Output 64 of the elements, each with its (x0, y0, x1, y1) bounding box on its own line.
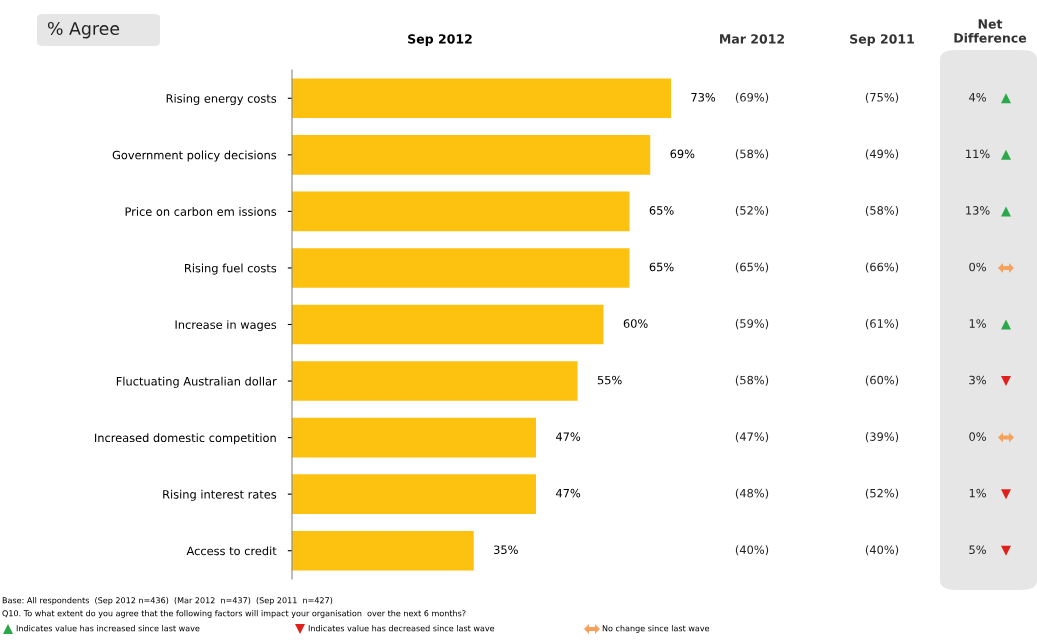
text: % Agree (47, 21, 120, 39)
text: Mar 2012 (720, 34, 784, 44)
text: (48%) (735, 488, 769, 499)
y-tick-label: Price on carbon em issions (125, 207, 277, 216)
text: (75%) (865, 92, 899, 103)
text: 1% (969, 488, 986, 498)
text: Base: All respondents (Sep 2012 n=436) (Mar 2012 n=437) (Sep 2011 n=427) (2, 597, 333, 605)
text: 3% (969, 375, 986, 385)
text: 0% (969, 262, 986, 272)
data-label: 35% (494, 545, 518, 555)
y-tick-label: Rising fuel costs (185, 263, 277, 275)
text: (61%) (865, 319, 899, 330)
text: 13% (966, 206, 990, 215)
text: (52%) (735, 205, 769, 217)
text: (69%) (735, 92, 769, 103)
bar (292, 474, 537, 514)
data-label: 69% (670, 149, 695, 159)
data-label: 47% (556, 488, 581, 498)
text: 0% (969, 432, 986, 441)
data-label: 60% (623, 319, 648, 328)
y-tick-label: Rising interest rates (163, 489, 277, 501)
text: Net Difference (954, 19, 1027, 43)
text: (40%) (735, 545, 769, 556)
text: (52%) (865, 488, 899, 499)
text: (49%) (865, 149, 899, 160)
bar (292, 530, 474, 571)
text: 5% (969, 545, 986, 555)
text: (60%) (865, 375, 899, 386)
text: Indicates value has decreased since last wave (308, 625, 495, 632)
text: Sep 2011 (850, 34, 914, 47)
text: (58%) (735, 375, 769, 386)
bar (292, 135, 651, 175)
data-label: 65% (649, 262, 674, 272)
text: (66%) (865, 262, 899, 273)
bar (292, 78, 671, 119)
y-tick-label: Rising energy costs (166, 93, 277, 105)
data-label: 55% (597, 375, 622, 385)
text: Indicates value has increased since last wave (16, 625, 200, 632)
text: Q10. To what extent do you agree that the following factors will impact your organisation over the next 6 months? (2, 610, 466, 618)
text: No change since last wave (602, 625, 710, 633)
y-tick-label: Increased domestic competition (95, 433, 276, 445)
text: (65%) (735, 262, 769, 273)
y-tick-label: Fluctuating Australian dollar (116, 376, 277, 388)
data-label: 65% (649, 206, 674, 215)
bar (292, 191, 630, 232)
text: 4% (969, 92, 986, 102)
y-tick-label: Government policy decisions (112, 150, 277, 162)
text: (59%) (735, 319, 769, 330)
text: (58%) (735, 149, 769, 160)
chart-subtitle: Sep 2012 (408, 34, 472, 47)
data-label: 47% (556, 432, 581, 441)
text: (47%) (735, 432, 769, 443)
text: (39%) (865, 432, 899, 443)
y-tick-label: Increase in wages (175, 320, 277, 332)
text: (40%) (865, 545, 899, 556)
bar (292, 361, 578, 401)
bar (292, 304, 604, 345)
text: 1% (969, 319, 986, 328)
text: 11% (966, 149, 990, 159)
bar (292, 248, 630, 288)
y-tick-label: Access to credit (186, 546, 277, 556)
bar (292, 417, 537, 458)
text: (58%) (865, 205, 899, 217)
data-label: 73% (691, 92, 716, 102)
